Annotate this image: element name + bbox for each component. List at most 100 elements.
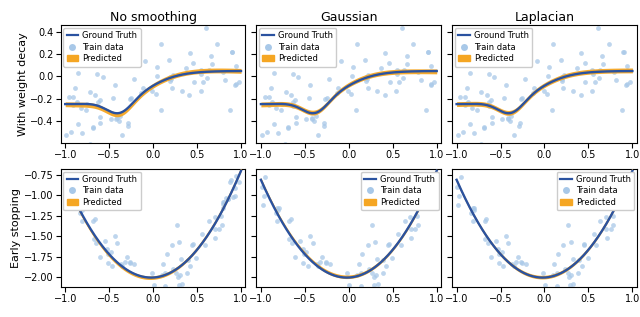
Point [384, 61, 394, 66]
Point [92, 72, 102, 77]
Point [66, 130, 76, 135]
Point [310, 113, 321, 119]
Point [283, 126, 293, 131]
Point [415, 77, 426, 82]
Point [413, 222, 423, 227]
Point [621, 193, 632, 198]
Point [568, 88, 578, 93]
Point [230, 193, 240, 198]
Point [353, 261, 364, 266]
Point [349, 290, 359, 295]
Point [576, 51, 586, 56]
Point [392, 71, 403, 76]
Point [84, 141, 95, 146]
Point [227, 49, 237, 54]
Point [103, 252, 113, 257]
Point [481, 92, 492, 97]
Point [65, 175, 75, 180]
Point [544, 64, 554, 69]
Point [288, 100, 298, 105]
Point [469, 206, 479, 211]
Point [223, 197, 233, 202]
Point [609, 199, 620, 204]
Point [202, 76, 212, 81]
Point [223, 197, 234, 202]
Point [197, 232, 207, 237]
Point [271, 211, 281, 216]
Point [503, 241, 513, 246]
Point [309, 163, 319, 168]
Point [158, 290, 168, 295]
Point [234, 80, 244, 85]
Point [168, 73, 178, 78]
Point [538, 270, 548, 275]
Point [200, 242, 210, 247]
Point [483, 104, 493, 109]
Point [218, 69, 228, 74]
Point [608, 222, 618, 227]
Point [520, 77, 530, 82]
Point [210, 226, 220, 231]
Point [593, 76, 604, 81]
Point [196, 68, 206, 73]
Point [557, 74, 567, 79]
Point [274, 206, 284, 211]
Point [171, 271, 181, 276]
Point [129, 77, 139, 82]
Point [484, 100, 494, 105]
Point [476, 90, 486, 95]
Point [610, 200, 620, 205]
Point [325, 262, 335, 267]
Point [371, 287, 381, 292]
Point [268, 100, 278, 105]
Point [222, 19, 232, 24]
Point [420, 180, 431, 185]
Point [107, 264, 117, 269]
Point [147, 270, 157, 275]
Point [206, 53, 216, 58]
Point [165, 74, 175, 79]
Point [129, 262, 140, 267]
Point [509, 264, 519, 269]
Point [64, 94, 74, 99]
Point [284, 237, 294, 242]
Point [618, 49, 628, 54]
Point [559, 266, 570, 271]
Point [424, 195, 434, 200]
Legend: Ground Truth, Train data, Predicted: Ground Truth, Train data, Predicted [63, 171, 141, 210]
Point [176, 257, 186, 262]
Point [609, 205, 620, 210]
Point [269, 121, 279, 126]
Point [362, 76, 372, 81]
Point [614, 197, 624, 202]
Point [614, 19, 624, 24]
Point [210, 235, 220, 240]
Point [280, 90, 291, 95]
Point [563, 223, 573, 228]
Point [114, 119, 124, 124]
Point [593, 25, 603, 30]
Point [176, 287, 186, 292]
Point [556, 57, 566, 62]
Point [367, 223, 378, 228]
Point [125, 260, 136, 265]
Point [81, 108, 91, 113]
Point [372, 281, 383, 286]
Point [280, 141, 291, 146]
Point [468, 219, 478, 224]
Point [287, 241, 297, 246]
Point [619, 195, 629, 200]
Point [259, 94, 269, 99]
Point [623, 173, 633, 178]
Point [285, 92, 296, 97]
Point [230, 83, 240, 88]
Point [123, 121, 133, 126]
Point [413, 199, 424, 204]
Point [527, 90, 538, 95]
Point [486, 114, 497, 119]
Point [511, 259, 522, 264]
Point [99, 239, 109, 244]
Point [167, 85, 177, 90]
Point [230, 81, 241, 87]
Point [106, 116, 116, 121]
